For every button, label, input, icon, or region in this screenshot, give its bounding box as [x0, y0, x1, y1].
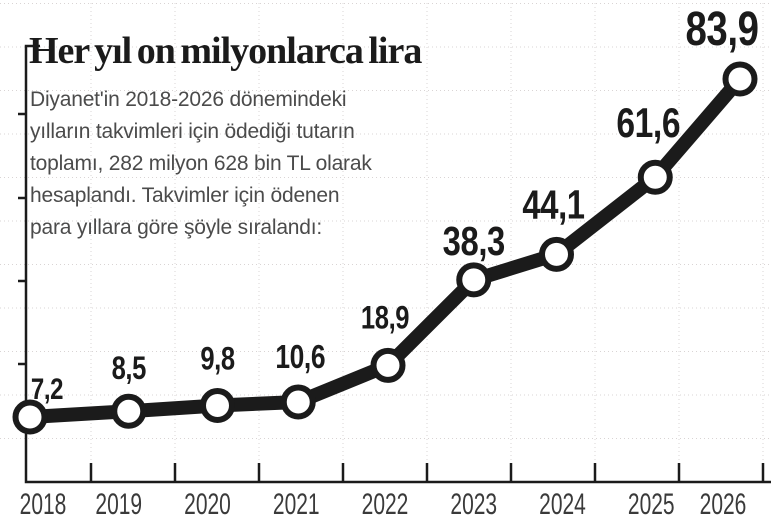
data-point-2019 [111, 393, 147, 429]
point-value-label: 10,6 [275, 339, 325, 375]
description-line: Diyanet'in 2018-2026 dönemindeki [30, 88, 347, 111]
x-tick-label: 2023 [450, 489, 497, 521]
description-line: toplamı, 282 milyon 628 bin TL olarak [30, 152, 372, 175]
data-point-2018 [12, 399, 48, 435]
point-value-label: 7,2 [31, 371, 63, 405]
point-value-label: 8,5 [112, 352, 147, 387]
x-tick-label: 2020 [184, 489, 231, 521]
data-point-2020 [200, 388, 235, 424]
data-point-2025 [637, 159, 673, 195]
x-tick-label: 2026 [700, 489, 747, 521]
x-tick-label: 2024 [539, 489, 586, 521]
data-point-2026 [722, 61, 758, 97]
data-point-2021 [280, 384, 316, 420]
point-value-label: 38,3 [443, 217, 505, 263]
x-tick-label: 2022 [362, 489, 409, 521]
x-tick-label: 2021 [273, 489, 320, 521]
point-value-label: 18,9 [361, 301, 410, 336]
point-value-label: 83,9 [685, 3, 758, 56]
description-line: para yıllara göre şöyle sıralandı: [30, 216, 323, 239]
x-tick-label: 2025 [628, 489, 675, 521]
point-value-label: 9,8 [200, 342, 235, 377]
description-line: yılların takvimleri için ödediği tutarın [30, 120, 355, 143]
chart-description: Diyanet'in 2018-2026 dönemindeki yılları… [30, 84, 372, 244]
x-tick-label: 2019 [95, 489, 142, 521]
x-tick-label: 2018 [20, 489, 67, 521]
description-line: hesaplandı. Takvimler için ödenen [30, 184, 340, 207]
axis-frame [24, 44, 771, 484]
chart-title: Her yıl on milyonlarca lira [29, 30, 422, 72]
data-point-2022 [370, 347, 406, 383]
data-point-2023 [456, 262, 492, 298]
point-value-label: 44,1 [522, 181, 584, 227]
point-value-label: 61,6 [616, 101, 680, 147]
data-point-2024 [539, 236, 574, 272]
